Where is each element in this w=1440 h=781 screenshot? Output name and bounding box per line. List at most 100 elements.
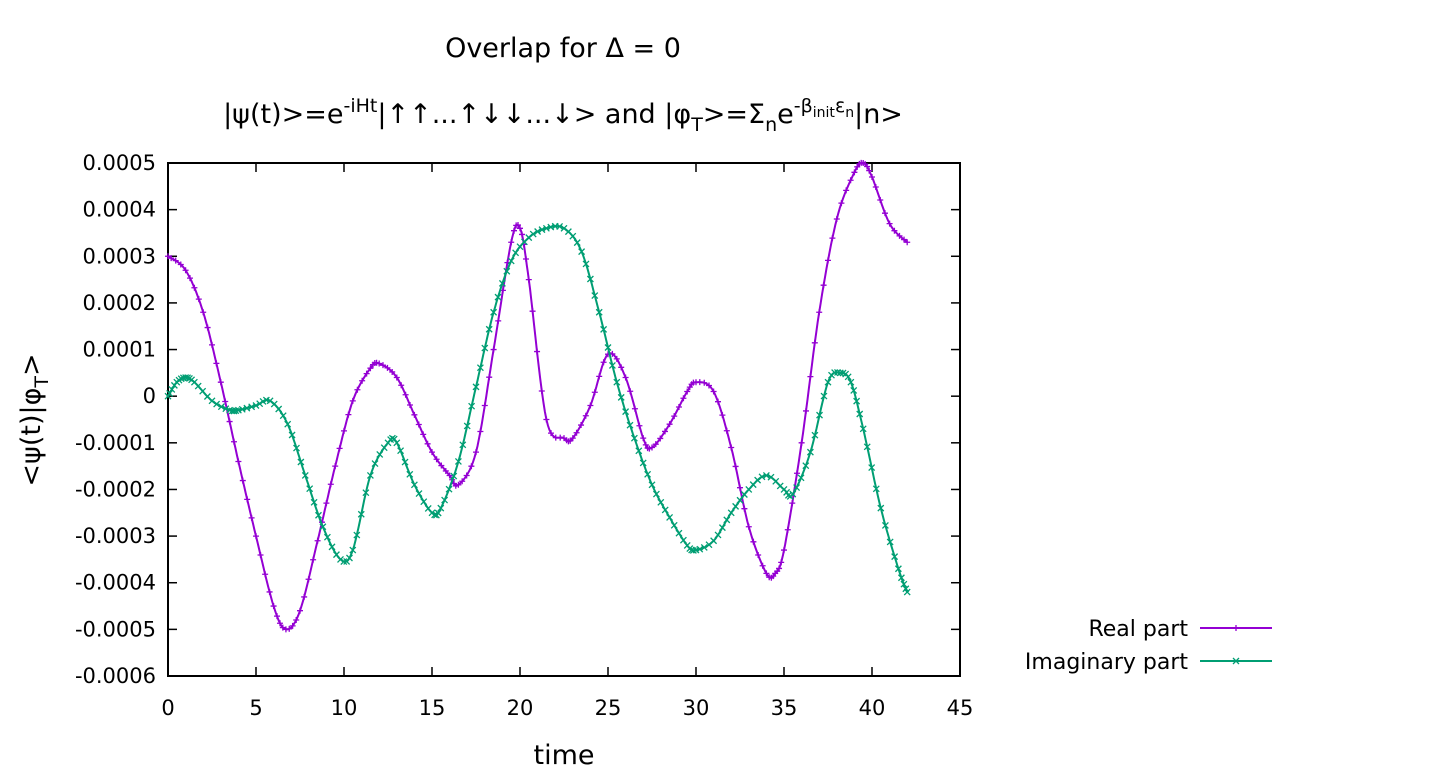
data-point [424,440,431,447]
data-point [900,580,908,588]
legend-marker [1232,657,1240,665]
data-point [670,521,678,529]
data-point [591,389,598,396]
data-point [715,398,721,405]
data-point [872,184,879,191]
data-point [648,481,656,489]
subtitle-beta: β [801,95,813,117]
data-point [644,470,652,478]
data-point [253,533,259,540]
data-point [252,402,260,409]
data-point [437,504,445,512]
data-point [442,467,449,474]
data-point [481,402,488,409]
data-point [863,443,871,451]
data-point [275,405,283,413]
data-point [445,485,453,493]
data-point [420,498,428,506]
data-point [578,248,586,256]
data-point [494,293,502,301]
data-point [270,603,277,610]
data-point [797,474,805,482]
data-point [776,565,783,572]
data-point [314,537,321,544]
data-point [793,484,801,492]
data-point [872,485,880,493]
x-tick-label: 10 [331,696,358,720]
data-point [591,292,599,300]
legend-label: Real part [1088,617,1188,642]
data-point [538,226,546,234]
data-point [454,458,462,465]
data-point [172,257,179,264]
data-point [635,447,643,455]
data-point [529,308,536,315]
data-point [622,374,629,381]
data-point [191,284,198,291]
data-point [182,267,189,274]
data-point [429,449,435,456]
subtitle-eq-sigma: >=Σ [703,99,765,130]
subtitle-exp-minus: - [794,95,801,117]
subtitle-e: e [777,99,794,130]
data-point [472,383,480,391]
data-point [477,428,484,435]
data-point [276,620,283,627]
y-tick-label: -0.0006 [75,664,156,688]
data-point [433,456,440,463]
data-point [327,481,334,488]
data-point [833,215,840,222]
data-point [345,411,352,418]
data-point [279,624,286,631]
data-point [802,462,810,470]
y-tick-label: 0.0005 [83,151,156,175]
data-point [548,430,555,437]
x-tick-label: 20 [507,696,534,720]
data-point [864,163,871,170]
data-point [778,559,785,566]
data-point [371,460,379,468]
data-point [243,404,251,412]
data-point [328,543,336,551]
data-point [441,496,449,504]
data-point [618,364,625,371]
data-point [438,462,445,469]
data-point [498,279,506,287]
data-point [393,439,401,447]
data-point [473,449,479,456]
data-point [332,463,339,470]
data-point [393,374,400,381]
data-point [897,574,905,582]
data-point [315,511,322,519]
data-point [195,296,202,303]
data-point [755,552,762,559]
data-point [652,441,659,448]
data-point [401,458,409,466]
axis-ticks [167,162,961,677]
data-point [877,197,884,204]
y-tick-label: -0.0002 [75,477,156,501]
data-point [630,434,638,442]
y-tick-label: -0.0004 [75,571,156,595]
data-point [652,490,660,498]
data-point [718,524,726,532]
data-point [166,389,174,397]
data-point [534,228,542,235]
data-point [573,239,581,247]
data-point [750,538,757,545]
y-tick-label: 0.0002 [83,291,156,315]
data-point [859,425,867,433]
data-point [366,472,374,479]
series-real-part [165,159,911,633]
data-point [213,400,221,408]
data-point [754,476,762,484]
data-point [820,392,828,400]
data-point [415,421,422,428]
data-point [671,413,678,420]
data-point [511,227,518,234]
data-point [450,472,458,480]
data-point [816,309,823,316]
data-point [337,555,344,563]
data-point [293,616,300,623]
